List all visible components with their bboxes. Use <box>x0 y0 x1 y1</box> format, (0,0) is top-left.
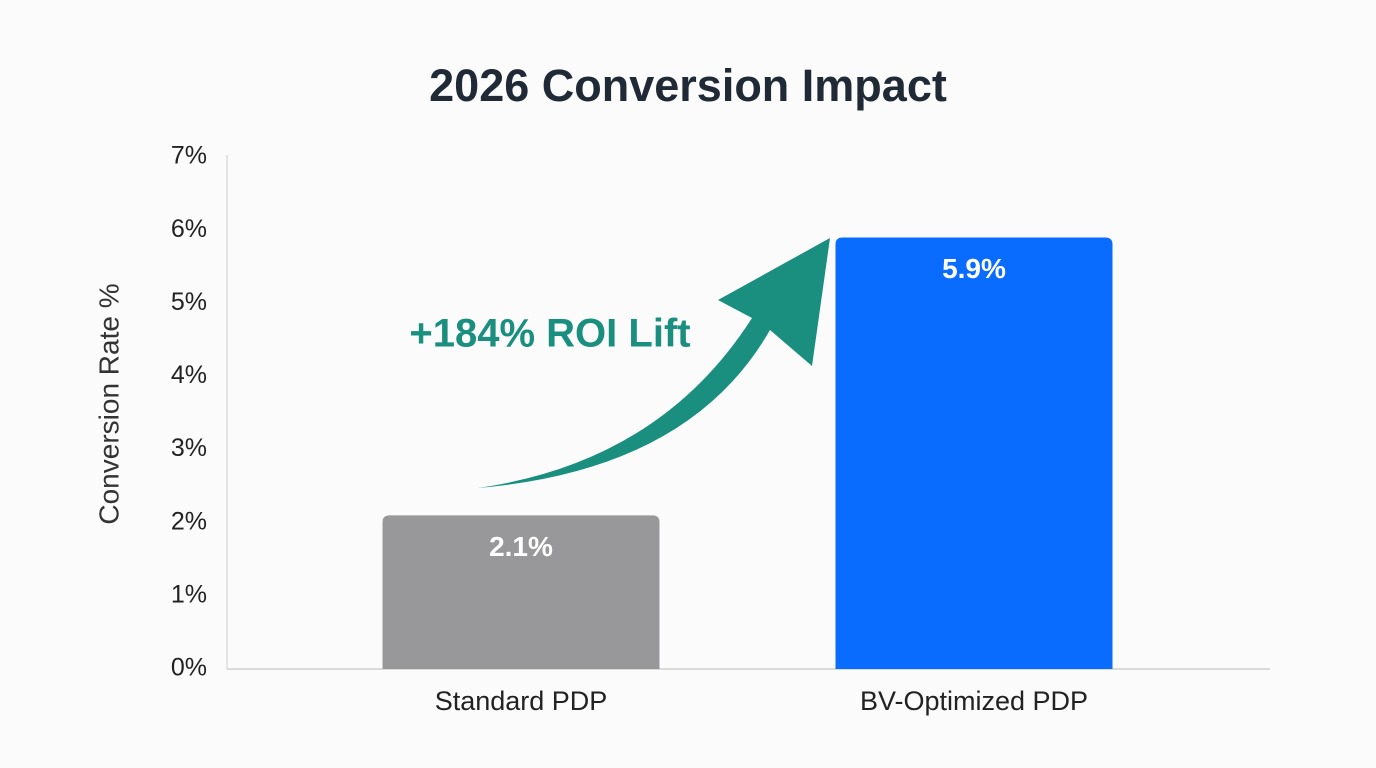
y-tick-label: 1% <box>171 580 207 608</box>
value-label: 5.9% <box>942 253 1006 284</box>
y-tick-label: 0% <box>171 654 207 682</box>
annotation: +184% ROI Lift <box>409 312 690 356</box>
y-tick-label: 3% <box>171 434 207 462</box>
bar <box>835 237 1113 669</box>
y-tick-label: 6% <box>171 215 207 243</box>
chart-title: 2026 Conversion Impact <box>429 60 947 111</box>
bar <box>382 515 660 669</box>
lift-arrow <box>478 238 830 488</box>
y-tick-label: 2% <box>171 507 207 535</box>
value-label: 2.1% <box>489 531 553 562</box>
y-tick-label: 5% <box>171 288 207 316</box>
x-tick-label: Standard PDP <box>435 686 608 716</box>
y-axis-label: Conversion Rate % <box>93 283 124 524</box>
y-tick-label: 7% <box>171 142 207 170</box>
y-tick-label: 4% <box>171 361 207 389</box>
x-tick-label: BV-Optimized PDP <box>860 686 1088 716</box>
